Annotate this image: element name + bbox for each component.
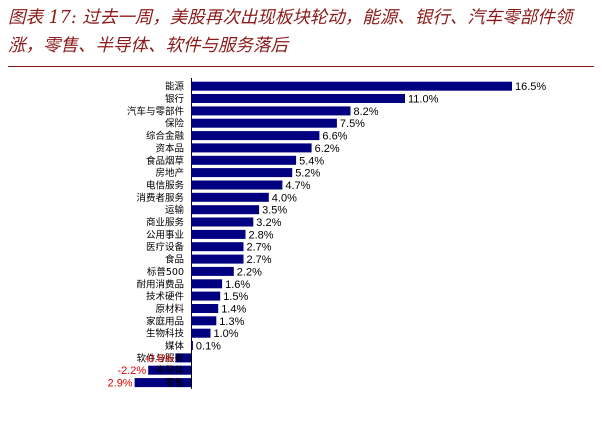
bar — [191, 341, 193, 350]
bar — [191, 143, 312, 153]
value-label: 1.6% — [225, 279, 250, 291]
bar — [191, 106, 351, 116]
value-label: 6.6% — [322, 131, 347, 143]
category-label: 保险 — [165, 118, 185, 130]
value-label: 8.2% — [354, 106, 379, 118]
category-label: 零售 — [165, 377, 184, 389]
value-label: 1.3% — [219, 316, 244, 328]
category-label: 能源 — [165, 81, 185, 93]
category-label: 运输 — [165, 204, 185, 216]
category-label: 标普500 — [147, 266, 184, 278]
bars-group — [134, 81, 512, 388]
category-label: 家庭用品 — [146, 315, 184, 327]
bar — [191, 266, 234, 276]
category-label: 软件与服务 — [136, 352, 184, 364]
value-label: 4.0% — [272, 192, 297, 204]
category-label: 商业服务 — [146, 217, 185, 229]
bar — [191, 291, 221, 301]
bar — [191, 328, 211, 338]
bar — [148, 365, 191, 375]
category-label: 半导体 — [155, 365, 184, 377]
category-label: 银行 — [165, 93, 185, 105]
bar — [191, 180, 283, 190]
bar — [191, 81, 512, 91]
bar — [191, 205, 260, 215]
value-label: 0.1% — [196, 341, 221, 353]
bar — [191, 155, 297, 165]
value-label: 2.8% — [249, 229, 274, 241]
category-label: 综合金融 — [146, 130, 185, 142]
category-label: 资本品 — [155, 142, 184, 154]
value-label: 3.2% — [256, 217, 281, 229]
category-label: 食品 — [165, 254, 184, 266]
category-label: 媒体 — [165, 340, 185, 352]
value-label: 2.7% — [247, 242, 272, 254]
bar — [191, 254, 244, 264]
category-label: 耐用消费品 — [136, 278, 184, 290]
bar — [175, 353, 191, 363]
category-label: 生物科技 — [146, 328, 185, 340]
value-label: 2.7% — [247, 254, 272, 266]
value-label: 2.9% — [108, 378, 133, 390]
bar — [191, 242, 244, 252]
category-label: 公用事业 — [146, 229, 184, 241]
value-label: 6.2% — [315, 143, 340, 155]
category-label: 消费者服务 — [136, 192, 184, 204]
category-label: 电信服务 — [146, 180, 185, 192]
bar — [191, 229, 246, 239]
bar — [191, 316, 217, 326]
bar — [191, 217, 254, 227]
category-label: 技术硬件 — [146, 291, 185, 303]
category-label: 房地产 — [155, 167, 184, 179]
category-label: 食品烟草 — [146, 155, 184, 167]
bar — [191, 304, 219, 313]
value-label: 1.0% — [214, 328, 239, 340]
figure-title: 图表 17: 过去一周，美股再次出现板块轮动，能源、银行、汽车零部件领涨，零售、… — [8, 8, 573, 56]
bar — [134, 378, 191, 388]
value-labels-group: 16.5% 11.0% 8.2%7.5%6.6%6.2%5.4%5.2%4.7%4.… — [108, 81, 547, 389]
category-label: 汽车与零部件 — [127, 105, 185, 117]
value-label: 11.0% — [408, 94, 439, 106]
category-labels-group: 能源银行汽车与零部件保险综合金融资本品食品烟草房地产电信服务消费者服务运输商业服… — [127, 81, 185, 389]
value-label: 7.5% — [340, 118, 365, 130]
value-label: 5.2% — [295, 168, 320, 180]
value-label: 1.5% — [223, 291, 248, 303]
bar — [191, 279, 223, 289]
value-label: -2.2% — [117, 365, 146, 377]
value-label: 1.4% — [221, 304, 246, 316]
value-label: 2.2% — [237, 266, 262, 278]
value-label: 4.7% — [285, 180, 310, 192]
value-label: -0.8% — [145, 353, 174, 365]
title-divider — [8, 66, 594, 67]
value-label: 5.4% — [299, 155, 324, 167]
value-label: 3.5% — [262, 205, 287, 217]
category-label: 原材料 — [155, 303, 184, 315]
category-label: 医疗设备 — [146, 241, 185, 253]
bar — [191, 192, 269, 202]
bar — [191, 94, 405, 103]
bar — [191, 168, 293, 178]
bar — [191, 131, 320, 141]
bar — [191, 118, 337, 128]
value-label: 16.5% — [515, 81, 546, 93]
